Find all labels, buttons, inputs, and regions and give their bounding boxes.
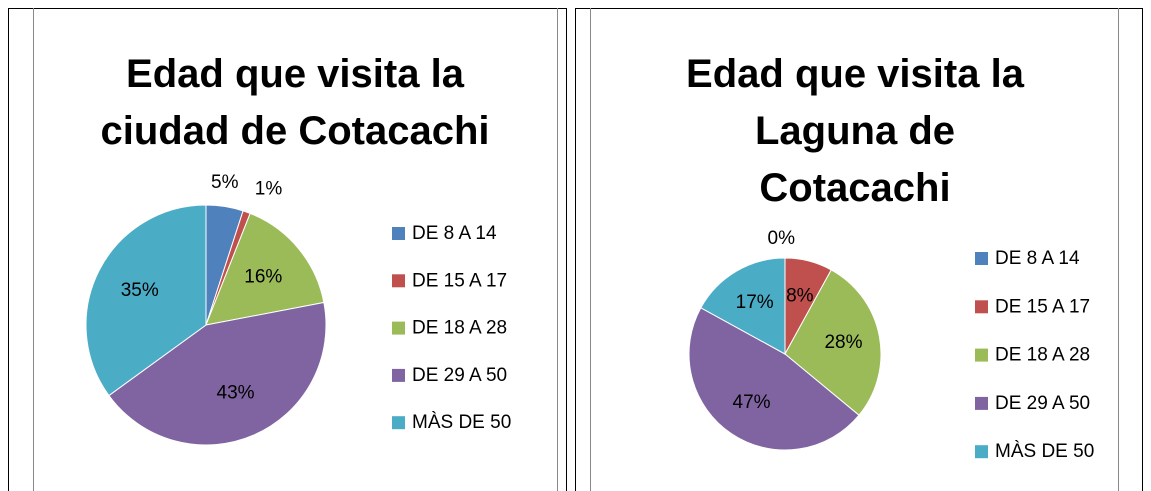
legend-label: DE 29 A 50: [995, 393, 1090, 414]
legend-swatch: [392, 368, 405, 382]
data-label: 35%: [121, 280, 159, 301]
legend-label: MÀS DE 50: [995, 441, 1094, 462]
legend-swatch: [975, 252, 988, 265]
pie-slice: [85, 204, 207, 397]
table-cell: [575, 8, 1143, 491]
table-cell: [8, 8, 567, 491]
legend-label: MÀS DE 50: [412, 412, 511, 433]
legend-label: DE 15 A 17: [995, 296, 1090, 317]
pie-slice: [784, 269, 882, 416]
legend-swatch: [975, 396, 988, 410]
data-label: 17%: [736, 292, 774, 313]
pie-slice: [108, 301, 327, 446]
data-label: 43%: [217, 382, 255, 403]
legend-swatch: [392, 321, 405, 335]
data-label: 47%: [733, 392, 771, 413]
legend-swatch: [975, 300, 988, 314]
legend-swatch: [975, 445, 988, 459]
chart-frame: [33, 8, 558, 491]
legend-label: DE 15 A 17: [412, 270, 507, 291]
legend-swatch: [392, 416, 405, 430]
chart-frame: [590, 8, 1119, 491]
legend-label: DE 29 A 50: [412, 365, 507, 386]
legend-swatch: [392, 227, 405, 240]
legend-swatch: [392, 274, 405, 288]
data-label: 28%: [824, 332, 862, 353]
legend-label: DE 18 A 28: [995, 345, 1090, 366]
legend-label: DE 18 A 28: [412, 318, 507, 339]
data-label: 1%: [255, 179, 283, 200]
pie-slice: [205, 212, 325, 326]
data-label: 8%: [786, 285, 814, 306]
data-label: 5%: [211, 172, 239, 193]
chart-title: Edad que visita la ciudad de Cotacachi: [100, 52, 490, 153]
chart-title: Edad que visita la Laguna de Cotacachi: [686, 52, 1024, 210]
data-label: 0%: [768, 228, 796, 249]
legend-label: DE 8 A 14: [412, 223, 497, 244]
legend-swatch: [975, 348, 988, 362]
data-label: 16%: [244, 267, 282, 288]
pie-slice: [688, 307, 860, 451]
legend-label: DE 8 A 14: [995, 248, 1080, 269]
pie-slice: [700, 257, 786, 355]
